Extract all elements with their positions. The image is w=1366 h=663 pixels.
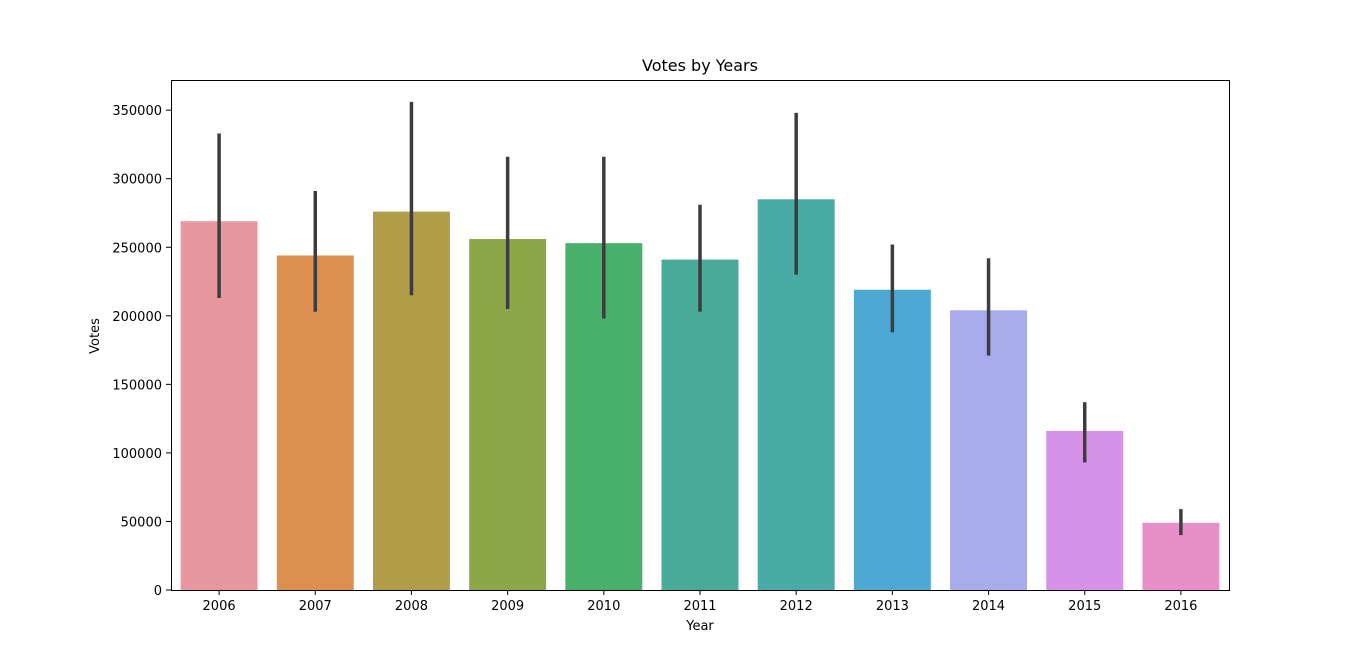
x-tick-label-2008: 2008: [395, 599, 428, 614]
y-tick-label-50000: 50000: [121, 515, 162, 530]
y-tick-label-300000: 300000: [112, 173, 162, 188]
y-tick-label-150000: 150000: [112, 378, 162, 393]
x-tick-label-2011: 2011: [683, 599, 716, 614]
x-tick-label-2007: 2007: [299, 599, 332, 614]
bar-2011: [661, 259, 739, 590]
x-tick-label-2015: 2015: [1068, 599, 1101, 614]
y-axis-label: Votes: [88, 318, 103, 354]
x-axis: 2006 2007 2008 2009 2010 2011 2012 2013 2014 2015…: [203, 590, 1197, 614]
y-tick-label-200000: 200000: [112, 310, 162, 325]
x-tick-label-2012: 2012: [780, 599, 813, 614]
y-tick-label-250000: 250000: [112, 241, 162, 256]
x-tick-label-2014: 2014: [972, 599, 1005, 614]
y-tick-label-100000: 100000: [112, 447, 162, 462]
x-tick-label-2006: 2006: [203, 599, 236, 614]
x-axis-label: Year: [685, 619, 714, 634]
error-bars-layer: [217, 101, 1183, 536]
bar-2014: [950, 310, 1028, 590]
x-tick-label-2016: 2016: [1164, 599, 1197, 614]
y-tick-label-0: 0: [154, 584, 162, 599]
y-axis: 0 50000 100000 150000 200000 250000 300000 3500…: [112, 104, 171, 599]
chart-title: Votes by Years: [642, 56, 758, 75]
x-tick-label-2013: 2013: [876, 599, 909, 614]
x-tick-label-2009: 2009: [491, 599, 524, 614]
y-tick-label-350000: 350000: [112, 104, 162, 119]
x-tick-label-2010: 2010: [587, 599, 620, 614]
bar-2013: [853, 289, 931, 590]
